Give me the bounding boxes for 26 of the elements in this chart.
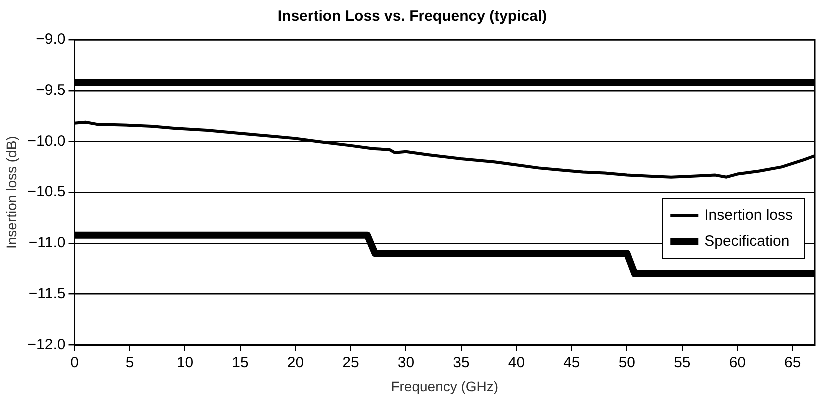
x-tick-label: 15	[232, 354, 249, 372]
x-tick-label: 10	[176, 354, 194, 372]
y-axis-title: Insertion loss (dB)	[3, 136, 20, 250]
x-tick-label: 60	[729, 354, 746, 372]
x-tick-label: 50	[618, 354, 636, 372]
y-tick-label: −9.0	[36, 31, 66, 48]
legend-label: Insertion loss	[704, 206, 793, 224]
chart-title: Insertion Loss vs. Frequency (typical)	[276, 8, 548, 25]
y-tick-label: −10.5	[28, 184, 66, 201]
y-tick-label: −11.0	[28, 234, 66, 252]
x-tick-label: 45	[564, 354, 580, 372]
y-tick-label: −12.0	[28, 336, 66, 354]
x-tick-label: 40	[508, 354, 526, 372]
y-tick-label: −10.0	[28, 132, 66, 150]
x-tick-label: 35	[453, 354, 470, 372]
x-tick-label: 20	[287, 354, 304, 372]
x-tick-label: 25	[342, 354, 360, 372]
x-tick-label: 55	[674, 354, 691, 372]
legend-label: Specification	[704, 232, 790, 250]
x-tick-label: 0	[70, 354, 79, 372]
y-tick-label: −9.5	[36, 82, 66, 100]
x-axis-title: Frequency (GHz)	[391, 378, 499, 394]
x-tick-label: 5	[126, 354, 134, 372]
y-tick-label: −11.5	[28, 285, 66, 302]
x-tick-label: 30	[398, 354, 415, 372]
x-tick-label: 65	[784, 354, 802, 372]
